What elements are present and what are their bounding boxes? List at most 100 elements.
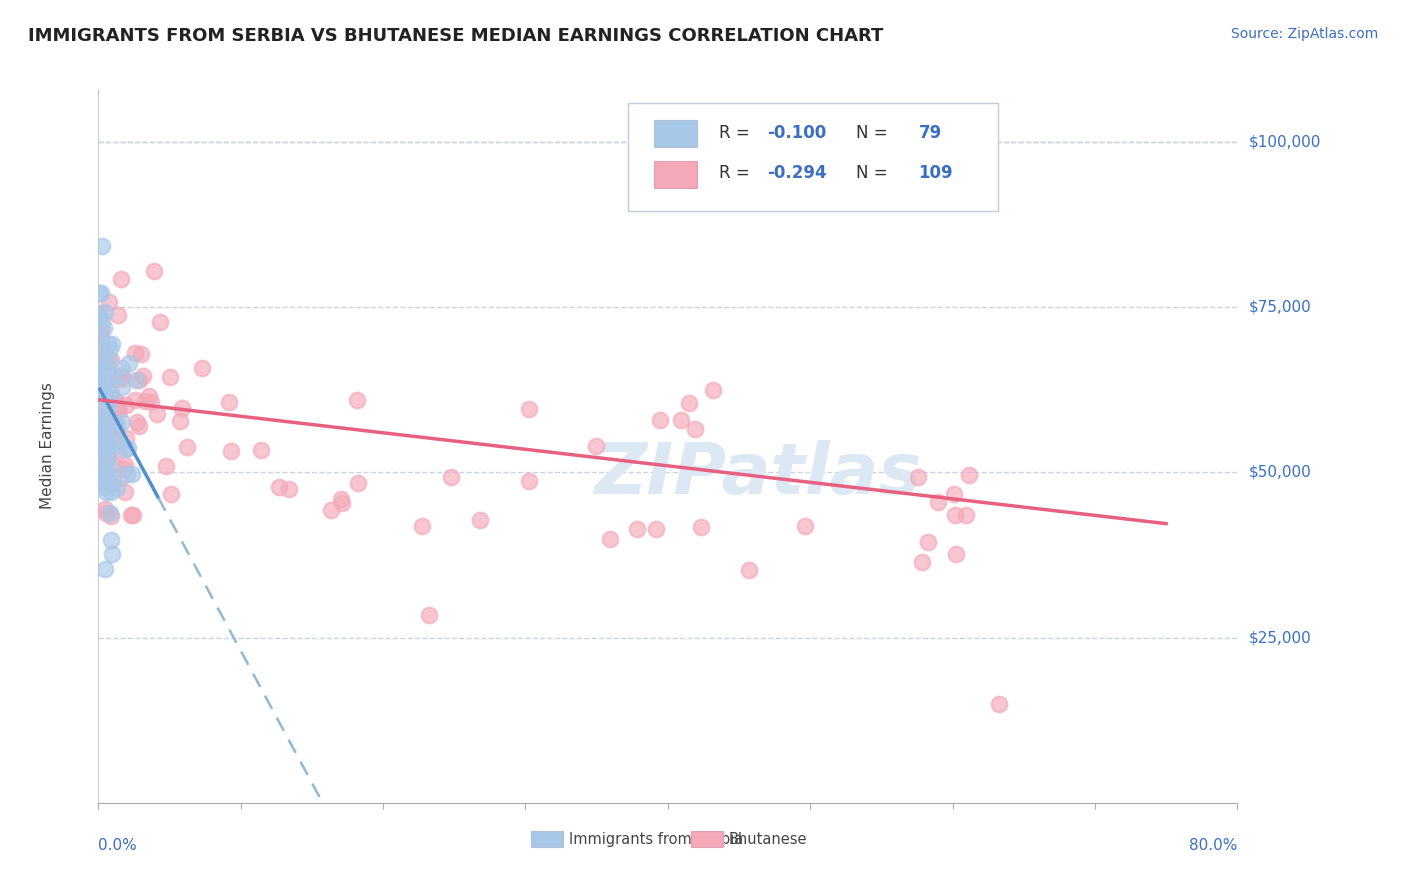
Point bbox=[89, 358, 111, 372]
Point bbox=[90, 442, 112, 457]
Point bbox=[108, 404, 131, 418]
Point bbox=[103, 435, 125, 450]
Point bbox=[91, 342, 114, 356]
Point bbox=[98, 415, 121, 429]
Point bbox=[172, 401, 194, 416]
Point bbox=[159, 370, 181, 384]
Bar bbox=[531, 831, 562, 847]
Point bbox=[94, 365, 117, 379]
Point bbox=[89, 322, 111, 336]
Point bbox=[94, 562, 117, 576]
Point bbox=[91, 384, 114, 399]
Point bbox=[94, 379, 117, 393]
Text: -0.294: -0.294 bbox=[766, 164, 827, 182]
Point bbox=[89, 425, 111, 439]
Point bbox=[93, 304, 115, 318]
Text: 109: 109 bbox=[918, 164, 953, 182]
Point bbox=[945, 547, 967, 561]
Point bbox=[89, 371, 111, 385]
Point bbox=[277, 482, 299, 496]
Point bbox=[115, 431, 138, 445]
Point bbox=[101, 337, 124, 351]
Point bbox=[110, 271, 132, 285]
Point bbox=[96, 384, 118, 399]
Point bbox=[94, 472, 117, 486]
Point bbox=[94, 466, 117, 480]
Point bbox=[93, 320, 115, 334]
Point bbox=[98, 417, 121, 431]
Point bbox=[90, 444, 112, 458]
Point bbox=[89, 366, 111, 380]
Point bbox=[114, 485, 136, 500]
Point bbox=[91, 433, 114, 447]
Point bbox=[96, 506, 118, 520]
Point bbox=[94, 502, 117, 516]
Point bbox=[89, 419, 111, 434]
Point bbox=[149, 315, 172, 329]
Point bbox=[103, 409, 125, 423]
Point bbox=[143, 263, 166, 277]
Text: R =: R = bbox=[718, 124, 755, 142]
Point bbox=[101, 547, 124, 561]
Point bbox=[100, 485, 122, 500]
Point bbox=[122, 508, 145, 523]
Point bbox=[97, 417, 120, 431]
Point bbox=[93, 356, 115, 370]
Point bbox=[98, 294, 121, 309]
Point bbox=[101, 463, 124, 477]
Point bbox=[411, 519, 433, 533]
Point bbox=[129, 347, 152, 361]
Point bbox=[91, 350, 114, 364]
Point bbox=[93, 435, 115, 450]
Point bbox=[319, 503, 342, 517]
Point bbox=[98, 478, 121, 492]
Point bbox=[97, 336, 120, 351]
Point bbox=[91, 422, 114, 436]
Point bbox=[917, 535, 939, 549]
Point bbox=[138, 389, 160, 403]
Point bbox=[94, 438, 117, 452]
Point bbox=[114, 458, 136, 472]
Text: $100,000: $100,000 bbox=[1249, 135, 1322, 150]
Point bbox=[107, 372, 129, 386]
Point bbox=[585, 439, 607, 453]
Point bbox=[103, 429, 125, 443]
Point bbox=[468, 513, 491, 527]
Point bbox=[105, 401, 128, 416]
Point bbox=[517, 401, 540, 416]
Point bbox=[100, 390, 122, 404]
Point bbox=[110, 368, 132, 383]
Point bbox=[942, 487, 965, 501]
Bar bbox=[654, 120, 697, 147]
Point bbox=[89, 450, 111, 465]
Point bbox=[91, 424, 114, 438]
Text: -0.100: -0.100 bbox=[766, 124, 827, 142]
Point bbox=[927, 494, 949, 508]
Text: IMMIGRANTS FROM SERBIA VS BHUTANESE MEDIAN EARNINGS CORRELATION CHART: IMMIGRANTS FROM SERBIA VS BHUTANESE MEDI… bbox=[28, 27, 883, 45]
Point bbox=[98, 342, 121, 356]
Point bbox=[90, 323, 112, 337]
Text: Source: ZipAtlas.com: Source: ZipAtlas.com bbox=[1230, 27, 1378, 41]
Point bbox=[115, 398, 138, 412]
Point bbox=[112, 462, 135, 476]
Text: Immigrants from Serbia: Immigrants from Serbia bbox=[569, 831, 742, 847]
Point bbox=[671, 413, 693, 427]
Text: N =: N = bbox=[856, 164, 893, 182]
Text: ZIPatlas: ZIPatlas bbox=[595, 440, 922, 509]
Point bbox=[117, 441, 139, 455]
Point bbox=[110, 369, 132, 384]
Text: 79: 79 bbox=[918, 124, 942, 142]
Point bbox=[89, 417, 111, 432]
Point bbox=[219, 444, 242, 458]
Point bbox=[987, 697, 1010, 711]
Point bbox=[330, 496, 353, 510]
Point bbox=[160, 487, 183, 501]
Point bbox=[124, 393, 146, 408]
Text: Bhutanese: Bhutanese bbox=[728, 831, 807, 847]
Point bbox=[738, 564, 761, 578]
Point bbox=[793, 518, 815, 533]
Point bbox=[957, 468, 980, 483]
Text: $75,000: $75,000 bbox=[1249, 300, 1312, 315]
Point bbox=[90, 378, 112, 392]
Point bbox=[907, 470, 929, 484]
